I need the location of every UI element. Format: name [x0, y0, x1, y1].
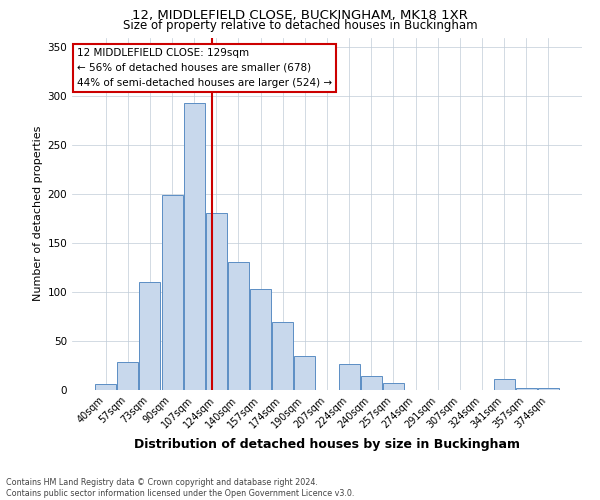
Bar — [361, 376, 382, 390]
Y-axis label: Number of detached properties: Number of detached properties — [33, 126, 43, 302]
Text: 12 MIDDLEFIELD CLOSE: 129sqm
← 56% of detached houses are smaller (678)
44% of s: 12 MIDDLEFIELD CLOSE: 129sqm ← 56% of de… — [77, 48, 332, 88]
Bar — [250, 289, 271, 390]
X-axis label: Distribution of detached houses by size in Buckingham: Distribution of detached houses by size … — [134, 438, 520, 451]
Bar — [228, 262, 249, 390]
Bar — [515, 388, 536, 390]
Bar — [338, 364, 359, 390]
Text: Contains HM Land Registry data © Crown copyright and database right 2024.
Contai: Contains HM Land Registry data © Crown c… — [6, 478, 355, 498]
Bar — [95, 384, 116, 390]
Bar — [295, 356, 316, 390]
Bar — [206, 213, 227, 390]
Bar — [118, 362, 139, 390]
Bar — [161, 195, 182, 390]
Bar — [494, 379, 515, 390]
Bar — [383, 383, 404, 390]
Text: Size of property relative to detached houses in Buckingham: Size of property relative to detached ho… — [122, 18, 478, 32]
Bar — [139, 282, 160, 390]
Bar — [538, 388, 559, 390]
Bar — [272, 322, 293, 390]
Text: 12, MIDDLEFIELD CLOSE, BUCKINGHAM, MK18 1XR: 12, MIDDLEFIELD CLOSE, BUCKINGHAM, MK18 … — [132, 9, 468, 22]
Bar — [184, 103, 205, 390]
